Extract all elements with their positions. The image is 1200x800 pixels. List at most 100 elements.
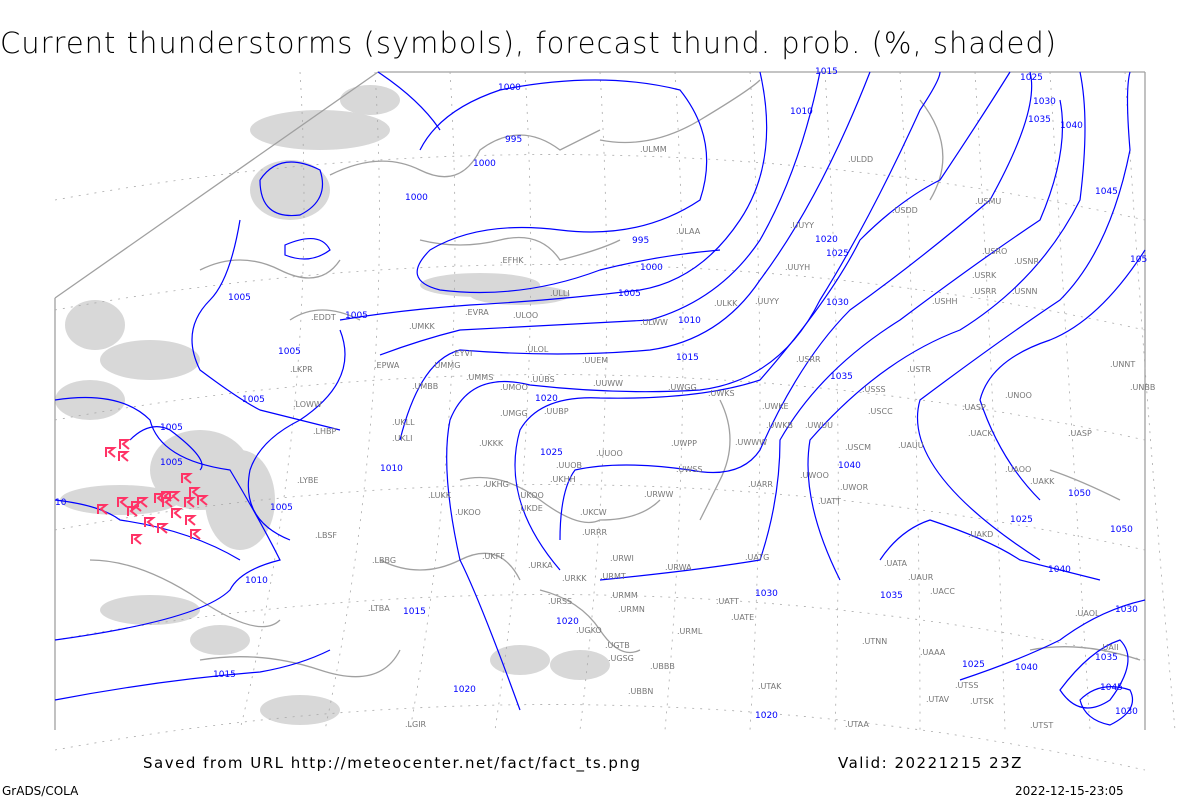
isobar-label: 1005 (345, 311, 368, 321)
isobar-label: 1040 (838, 461, 861, 471)
coastline (199, 259, 341, 279)
station-label: .UTSK (970, 697, 994, 706)
station-label: .EYVI (452, 349, 472, 358)
station-label: .UAKK (1030, 477, 1055, 486)
isobar-label: 1015 (815, 67, 838, 77)
station-label: .URKK (562, 574, 587, 583)
station-label: .UTAV (926, 695, 950, 704)
isobar-label: 1015 (213, 670, 236, 680)
station-label: .UAUU (898, 441, 924, 450)
station-label: .UUYY (755, 297, 779, 306)
isobar-label: 1005 (160, 458, 183, 468)
station-label: .EFHK (500, 256, 524, 265)
station-label: .UGSG (608, 654, 634, 663)
isobar-label: 1050 (1110, 525, 1133, 535)
shading-area (550, 650, 610, 680)
station-label: .URMM (610, 591, 638, 600)
isobar-label: 1030 (1115, 707, 1138, 717)
isobar-label: 1020 (556, 617, 579, 627)
meridian (664, 71, 684, 731)
coastline (199, 649, 401, 678)
thunderstorm-icon (181, 473, 193, 484)
isobars (54, 71, 1146, 726)
thunderstorm-icon (137, 497, 149, 508)
station-label: .UWOO (800, 471, 829, 480)
station-label: .LUKK (428, 491, 452, 500)
station-label: .UATT (716, 597, 739, 606)
lat-lon-grid (54, 71, 1176, 771)
station-label: .UUBP (544, 407, 569, 416)
station-label: .URMN (618, 605, 645, 614)
thunderstorm-icon (105, 447, 117, 458)
isobar-label: 1020 (755, 711, 778, 721)
meridian (324, 71, 380, 731)
isobar-label: 1005 (228, 293, 251, 303)
isobar (54, 396, 281, 641)
station-label: .UATG (745, 553, 769, 562)
station-label: .UKOO (455, 508, 481, 517)
map-title: Current thunderstorms (symbols), forecas… (0, 26, 1058, 60)
coastline (599, 79, 761, 144)
meridian (409, 71, 456, 731)
thunderstorm-icon (190, 529, 202, 540)
isobar (979, 249, 1146, 501)
station-label: .UWUU (805, 421, 833, 430)
station-label: .UUBS (530, 375, 555, 384)
thunderstorm-icon (171, 508, 183, 519)
station-label: .UMKK (409, 322, 436, 331)
station-label: .USSS (862, 385, 886, 394)
station-label: .LOWW (293, 400, 322, 409)
station-label: .UKLL (392, 418, 415, 427)
isobar-label: 1035 (830, 372, 853, 382)
isobar (559, 71, 1033, 541)
isobar-labels: 1015 1010 1025 1030 1035 1040 1000 995 1000 1000 9… (55, 67, 1147, 721)
isobar-label: 1030 (826, 298, 849, 308)
station-label: .UKKK (479, 439, 504, 448)
source-url-text: Saved from URL http://meteocenter.net/fa… (143, 754, 642, 772)
station-label: .UTAK (758, 682, 782, 691)
shading-area (260, 695, 340, 725)
isobar (379, 71, 821, 356)
station-label: .UUYY (790, 221, 814, 230)
isobar-label: 995 (632, 236, 649, 246)
meridian (494, 71, 532, 731)
station-label: .UWKE (762, 402, 789, 411)
isobar-label: 1010 (678, 316, 701, 326)
station-label: .ULOO (513, 311, 538, 320)
station-label: .UWSS (676, 465, 702, 474)
isobar-label: 1010 (245, 576, 268, 586)
meridian (899, 71, 921, 731)
shading-area (55, 380, 125, 420)
isobar-label: 1000 (473, 159, 496, 169)
isobar (916, 71, 1131, 561)
parallel (54, 154, 1146, 221)
thunderstorm-icon (197, 495, 209, 506)
station-label: .UMBB (412, 382, 438, 391)
station-label: .UAUR (908, 573, 934, 582)
station-label: .UWGG (668, 383, 697, 392)
station-label: .USNN (1012, 287, 1037, 296)
isobar (54, 499, 241, 561)
isobar-label: 1025 (1010, 515, 1033, 525)
isobar-label: 1010 (380, 464, 403, 474)
isobar-label: 1045 (1095, 187, 1118, 197)
station-labels: .ULMM .ULAA .EFHK .ULLI .ULWW .ULDD .UUYY .USDD… (290, 145, 1155, 730)
station-label: .LHBP (313, 427, 337, 436)
station-label: .UUOB (556, 461, 582, 470)
station-label: .USTR (907, 365, 931, 374)
thunderstorm-icon (131, 534, 143, 545)
isobar (129, 426, 203, 471)
coastline (289, 309, 361, 321)
isobar-label: 1025 (962, 660, 985, 670)
station-label: .UMGG (500, 409, 528, 418)
isobar (259, 161, 324, 217)
station-label: .UAOL (1075, 609, 1100, 618)
thunderstorm-icon (97, 504, 109, 515)
station-label: .URKA (528, 561, 553, 570)
station-label: .UKFF (482, 552, 505, 561)
isobar-label: 1025 (1020, 73, 1043, 83)
thunderstorm-icon (117, 497, 129, 508)
station-label: .URMT (600, 572, 626, 581)
station-label: .URWI (610, 554, 634, 563)
thunderstorm-icon (169, 491, 181, 502)
